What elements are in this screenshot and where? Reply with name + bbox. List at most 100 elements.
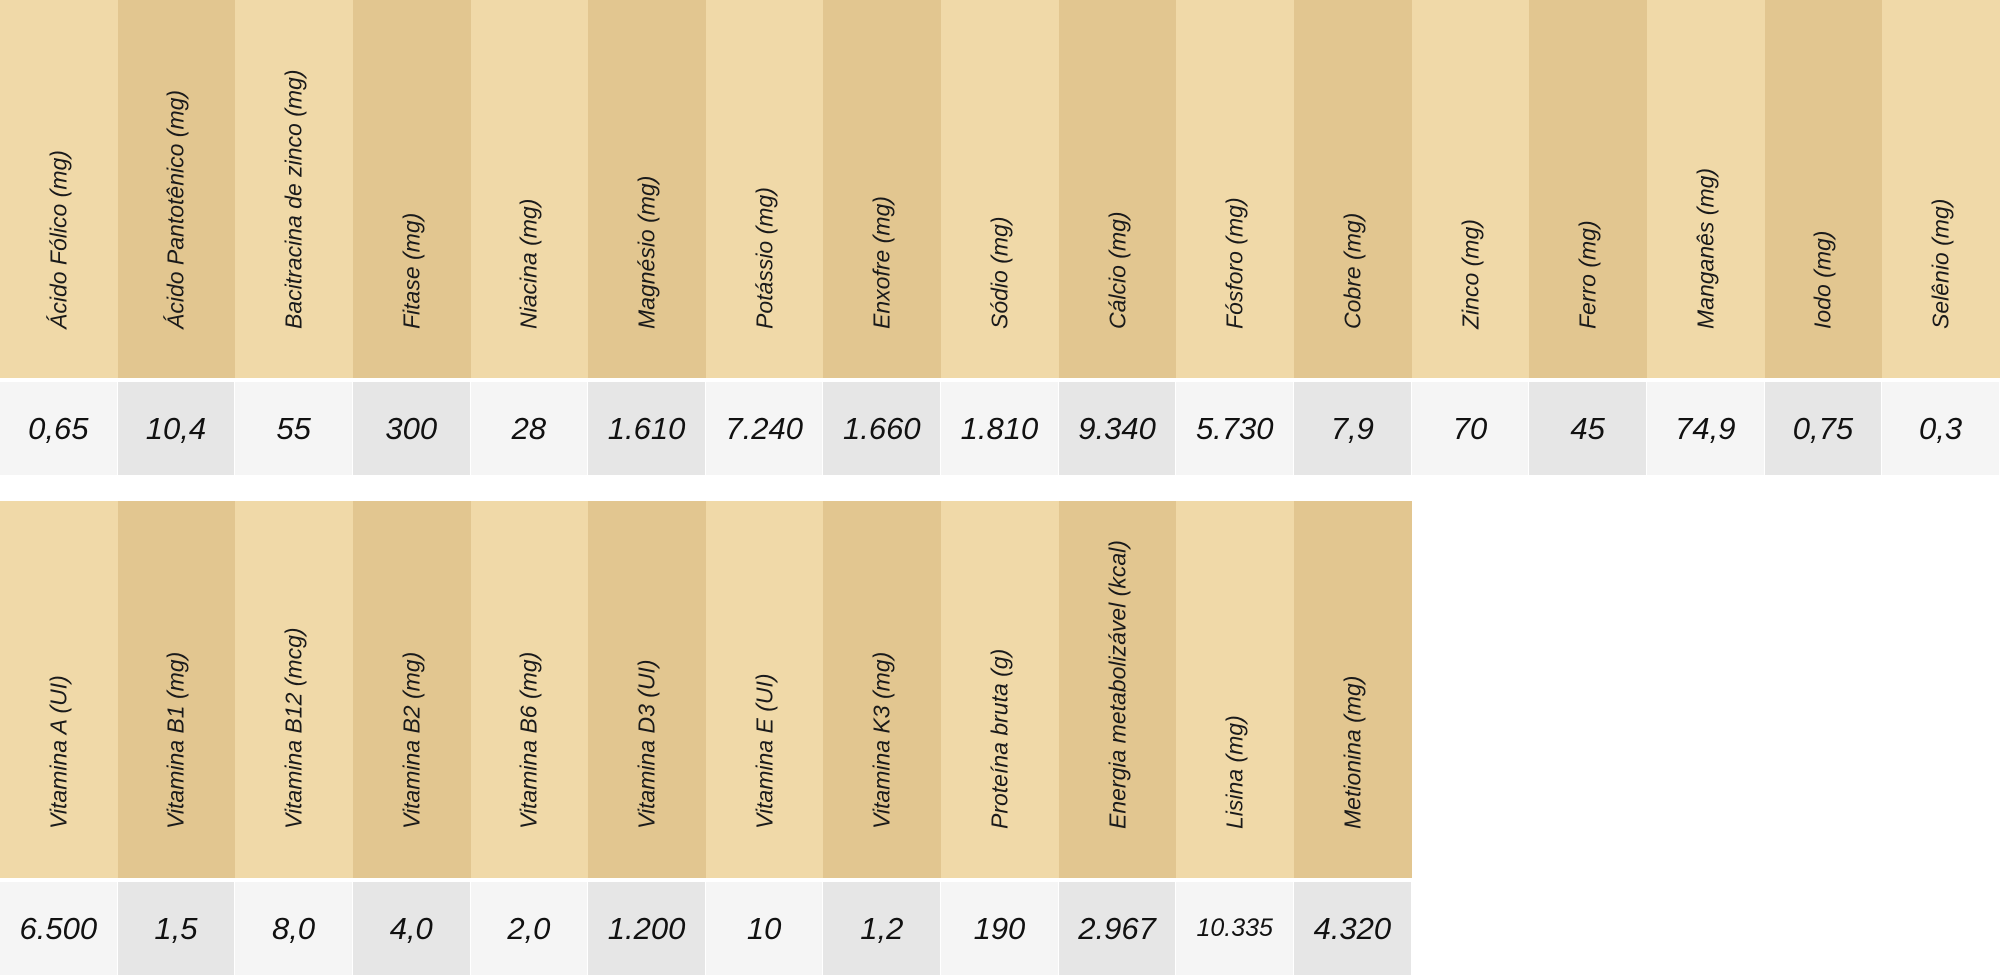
value-cell: 10.335 — [1176, 882, 1294, 975]
nutrient-table-minerals: Ácido Fólico (mg) 0,65 Ácido Pantotênico (… — [0, 0, 2000, 475]
value-cell: 10 — [705, 882, 823, 975]
column-header-label: Ácido Fólico (mg) — [45, 150, 72, 329]
value-cell: 1.660 — [823, 382, 941, 475]
value-cell: 1.610 — [588, 382, 705, 475]
value-cell: 1,2 — [823, 882, 941, 975]
value-cell: 2,0 — [470, 882, 588, 975]
column-header-label: Selênio (mg) — [1927, 198, 1954, 329]
divider — [352, 878, 471, 882]
divider — [1058, 878, 1177, 882]
table-column: Sódio (mg) 1.810 — [941, 0, 1059, 475]
column-header-label: Vitamina B1 (mg) — [162, 651, 189, 829]
column-header: Vitamina B1 (mg) — [117, 501, 236, 878]
divider — [117, 878, 236, 882]
column-header-label: Lisina (mg) — [1221, 715, 1248, 829]
value-cell: 4.320 — [1294, 882, 1411, 975]
column-header-label: Energia metabolizável (kcal) — [1104, 540, 1131, 829]
value-cell: 2.967 — [1058, 882, 1176, 975]
divider — [352, 378, 471, 382]
column-header-label: Enxofre (mg) — [868, 196, 895, 329]
table-column: Iodo (mg) 0,75 — [1764, 0, 1883, 475]
column-header: Vitamina E (UI) — [705, 501, 824, 878]
divider — [1176, 878, 1295, 882]
value-cell: 74,9 — [1646, 382, 1764, 475]
table-column: Niacina (mg) 28 — [470, 0, 589, 475]
value-cell: 8,0 — [235, 882, 352, 975]
value-cell: 70 — [1411, 382, 1529, 475]
column-header-label: Ácido Pantotênico (mg) — [162, 89, 189, 329]
table-column: Ácido Pantotênico (mg) 10,4 — [117, 0, 236, 475]
divider — [0, 878, 118, 882]
table-column: Vitamina A (UI) 6.500 — [0, 501, 118, 975]
divider — [588, 878, 706, 882]
table-column: Enxofre (mg) 1.660 — [823, 0, 942, 475]
column-header: Ácido Fólico (mg) — [0, 0, 118, 378]
divider — [470, 878, 589, 882]
value-cell: 1.200 — [588, 882, 705, 975]
value-cell: 1,5 — [117, 882, 235, 975]
value-cell: 10,4 — [117, 382, 235, 475]
column-header: Vitamina D3 (UI) — [588, 501, 706, 878]
column-header: Cobre (mg) — [1294, 0, 1412, 378]
table-column: Selênio (mg) 0,3 — [1882, 0, 2000, 475]
table-column: Magnésio (mg) 1.610 — [588, 0, 706, 475]
column-header: Niacina (mg) — [470, 0, 589, 378]
column-header: Vitamina K3 (mg) — [823, 501, 942, 878]
value-cell: 6.500 — [0, 882, 117, 975]
divider — [1529, 378, 1647, 382]
table-column: Potássio (mg) 7.240 — [705, 0, 824, 475]
divider — [705, 378, 824, 382]
column-header-label: Vitamina B6 (mg) — [515, 651, 542, 829]
column-header-label: Vitamina B2 (mg) — [398, 651, 425, 829]
value-cell: 190 — [941, 882, 1058, 975]
table-column: Proteína bruta (g) 190 — [941, 501, 1059, 975]
divider — [235, 878, 353, 882]
divider — [1882, 378, 2000, 382]
value-cell: 7,9 — [1294, 382, 1411, 475]
column-header-label: Proteína bruta (g) — [986, 648, 1013, 829]
column-header-label: Vitamina E (UI) — [751, 673, 778, 829]
value-cell: 0,65 — [0, 382, 117, 475]
divider — [823, 378, 942, 382]
table-column: Cálcio (mg) 9.340 — [1058, 0, 1177, 475]
table-column: Vitamina K3 (mg) 1,2 — [823, 501, 942, 975]
column-header: Manganês (mg) — [1646, 0, 1765, 378]
column-header: Potássio (mg) — [705, 0, 824, 378]
column-header-label: Cobre (mg) — [1339, 212, 1366, 329]
table-column: Vitamina B6 (mg) 2,0 — [470, 501, 589, 975]
column-header-label: Metionina (mg) — [1339, 675, 1366, 829]
column-header-label: Potássio (mg) — [751, 187, 778, 329]
divider — [941, 378, 1059, 382]
value-cell: 1.810 — [941, 382, 1058, 475]
divider — [1176, 378, 1295, 382]
column-header-label: Manganês (mg) — [1692, 167, 1719, 329]
table-column: Vitamina E (UI) 10 — [705, 501, 824, 975]
table-column: Zinco (mg) 70 — [1411, 0, 1530, 475]
divider — [1764, 378, 1883, 382]
divider — [1411, 378, 1530, 382]
divider — [235, 378, 353, 382]
table-column: Vitamina B2 (mg) 4,0 — [352, 501, 471, 975]
column-header: Lisina (mg) — [1176, 501, 1295, 878]
value-cell: 300 — [352, 382, 470, 475]
value-cell: 0,3 — [1882, 382, 1999, 475]
column-header: Fitase (mg) — [352, 0, 471, 378]
column-header: Selênio (mg) — [1882, 0, 2000, 378]
column-header: Vitamina B2 (mg) — [352, 501, 471, 878]
table-column: Cobre (mg) 7,9 — [1294, 0, 1412, 475]
column-header-label: Cálcio (mg) — [1104, 211, 1131, 329]
column-header: Iodo (mg) — [1764, 0, 1883, 378]
column-header-label: Bacitracina de zinco (mg) — [280, 69, 307, 330]
table-column: Ácido Fólico (mg) 0,65 — [0, 0, 118, 475]
column-header: Metionina (mg) — [1294, 501, 1412, 878]
column-header: Energia metabolizável (kcal) — [1058, 501, 1177, 878]
divider — [1646, 378, 1765, 382]
value-cell: 28 — [470, 382, 588, 475]
column-header: Vitamina A (UI) — [0, 501, 118, 878]
column-header-label: Vitamina K3 (mg) — [868, 651, 895, 829]
column-header-label: Vitamina B12 (mcg) — [280, 627, 307, 829]
table-column: Manganês (mg) 74,9 — [1646, 0, 1765, 475]
column-header-label: Vitamina A (UI) — [45, 675, 72, 829]
column-header-label: Sódio (mg) — [986, 216, 1013, 329]
table-column: Energia metabolizável (kcal) 2.967 — [1058, 501, 1177, 975]
